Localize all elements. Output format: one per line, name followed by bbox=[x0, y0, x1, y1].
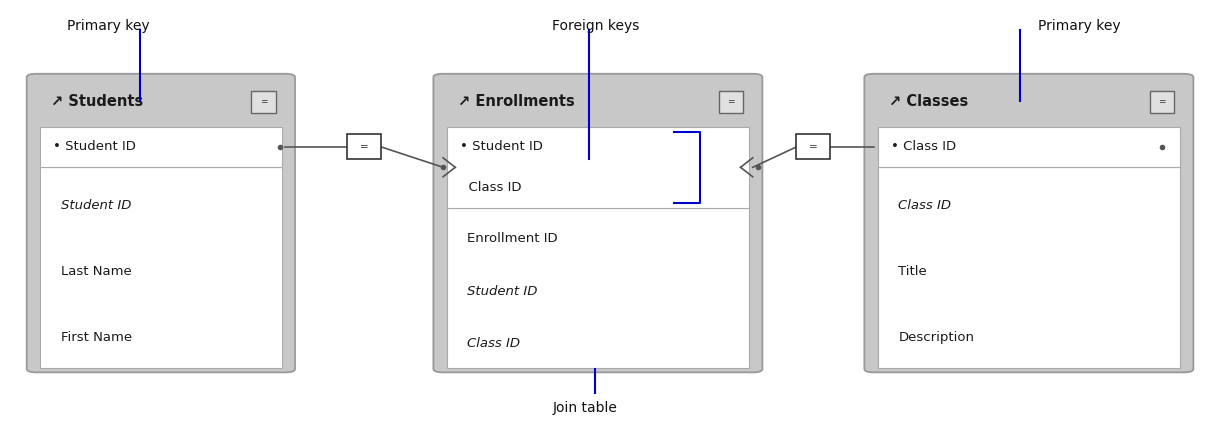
Text: =: = bbox=[1158, 97, 1165, 106]
Bar bbox=[447, 127, 749, 208]
FancyBboxPatch shape bbox=[27, 74, 295, 372]
Bar bbox=[796, 134, 830, 159]
Text: Enrollment ID: Enrollment ID bbox=[467, 232, 558, 245]
Text: =: = bbox=[359, 142, 369, 152]
Text: • Student ID: • Student ID bbox=[53, 140, 136, 154]
Text: • Class ID: • Class ID bbox=[891, 140, 957, 154]
Text: Class ID: Class ID bbox=[467, 337, 521, 350]
Bar bbox=[1150, 91, 1174, 112]
Text: =: = bbox=[809, 142, 818, 152]
Text: ↗ Enrollments: ↗ Enrollments bbox=[458, 94, 574, 109]
Bar bbox=[40, 127, 282, 167]
Text: Join table: Join table bbox=[552, 401, 617, 415]
Bar bbox=[878, 167, 1180, 368]
Text: ↗ Students: ↗ Students bbox=[51, 94, 143, 109]
FancyBboxPatch shape bbox=[433, 74, 762, 372]
Text: Student ID: Student ID bbox=[467, 284, 538, 298]
Text: Primary key: Primary key bbox=[1038, 19, 1121, 33]
Text: =: = bbox=[727, 97, 734, 106]
Text: • Student ID: • Student ID bbox=[460, 140, 543, 154]
Text: Last Name: Last Name bbox=[61, 265, 131, 278]
Text: Student ID: Student ID bbox=[61, 199, 131, 211]
Text: Description: Description bbox=[898, 331, 975, 344]
Text: =: = bbox=[260, 97, 267, 106]
Text: Title: Title bbox=[898, 265, 927, 278]
Bar bbox=[878, 127, 1180, 167]
Text: ↗ Classes: ↗ Classes bbox=[889, 94, 968, 109]
Text: Class ID: Class ID bbox=[460, 181, 522, 194]
Bar bbox=[719, 91, 743, 112]
FancyBboxPatch shape bbox=[864, 74, 1193, 372]
Bar bbox=[447, 208, 749, 368]
Text: Foreign keys: Foreign keys bbox=[552, 19, 640, 33]
Bar bbox=[251, 91, 276, 112]
Bar bbox=[347, 134, 381, 159]
Text: Class ID: Class ID bbox=[898, 199, 952, 211]
Bar bbox=[40, 167, 282, 368]
Text: First Name: First Name bbox=[61, 331, 132, 344]
Text: Primary key: Primary key bbox=[67, 19, 149, 33]
